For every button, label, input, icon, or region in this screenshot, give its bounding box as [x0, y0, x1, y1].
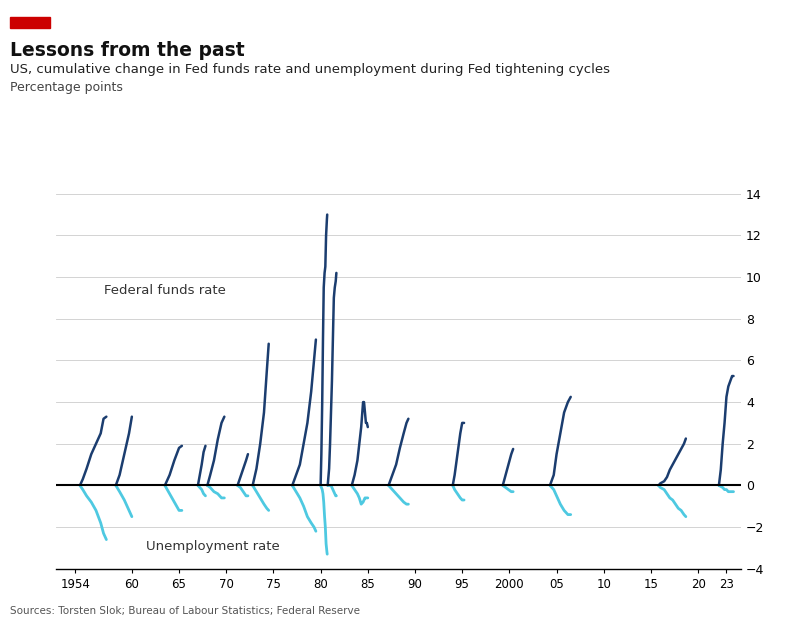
Text: US, cumulative change in Fed funds rate and unemployment during Fed tightening c: US, cumulative change in Fed funds rate …	[10, 62, 609, 76]
Text: Percentage points: Percentage points	[10, 81, 122, 94]
Text: Unemployment rate: Unemployment rate	[146, 540, 280, 553]
Text: Sources: Torsten Slok; Bureau of Labour Statistics; Federal Reserve: Sources: Torsten Slok; Bureau of Labour …	[10, 606, 360, 616]
Text: Lessons from the past: Lessons from the past	[10, 41, 244, 59]
Text: Federal funds rate: Federal funds rate	[104, 284, 226, 297]
